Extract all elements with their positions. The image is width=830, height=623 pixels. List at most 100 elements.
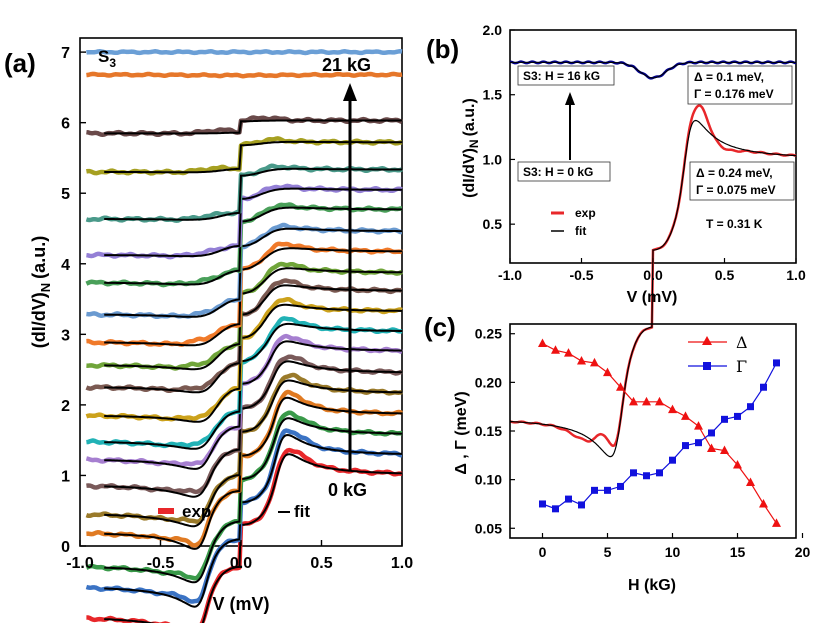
panel-c-gamma-point	[539, 500, 546, 508]
panel-c-delta-point	[694, 421, 703, 430]
panel-b-x-tick-label: 0.0	[643, 267, 663, 283]
panel-b-x-tick-label: 1.0	[786, 267, 806, 283]
panel-c-gamma-point	[721, 415, 728, 423]
panel-c-delta-point	[772, 518, 781, 527]
panel-b-top-gamma: Γ = 0.176 meV	[694, 87, 774, 101]
panel-a-exp-curve	[85, 49, 403, 56]
panel-c-gamma-point	[630, 469, 637, 477]
panel-b-y-tick-label: 2.0	[483, 22, 503, 38]
panel-c: (c) 0 5 10 15 20 0.05 0.10 0.15 0.20 0.25 Δ Γ H …	[424, 312, 810, 594]
panel-a-field-arrow-head	[343, 83, 357, 101]
panel-a-bottom-field-label: 0 kG	[328, 480, 367, 500]
panel-a-fit-curve	[104, 227, 402, 318]
panel-c-legend-gamma: Γ	[736, 357, 747, 376]
panel-a-legend-exp-swatch	[158, 508, 174, 514]
panel-c-gamma-point	[773, 359, 780, 367]
panel-c-delta-point	[642, 396, 651, 406]
panel-c-gamma-point	[565, 495, 572, 503]
panel-a-fit-curve	[104, 206, 402, 286]
panel-a-y-label: (dI/dV)N(a.u.)	[29, 236, 53, 348]
panel-b-bottom-delta: Δ = 0.24 meV,	[696, 166, 773, 180]
panel-c-gamma-point	[604, 486, 611, 494]
panel-c-x-tick-label: 10	[665, 544, 681, 560]
panel-a-fit-curve	[104, 379, 402, 528]
panel-c-delta-point	[733, 460, 742, 469]
panel-c-gamma-point	[552, 505, 559, 513]
panel-c-legend-gamma-marker	[703, 362, 711, 370]
panel-c-y-tick-label: 0.10	[475, 472, 502, 488]
panel-a-sample-label: S3	[98, 47, 116, 70]
panel-c-y-tick-label: 0.20	[475, 374, 502, 390]
panel-a-x-label: V (mV)	[212, 594, 269, 614]
panel-c-gamma-point	[682, 442, 689, 450]
panel-a-legend-fit: fit	[294, 502, 310, 521]
panel-a-x-tick-label: 1.0	[391, 555, 413, 572]
panel-b: (b) -1.0 -0.5 0.0 0.5 1.0 0.5 1.0 1.5 2.0 S3: H…	[426, 22, 806, 458]
panel-c-gamma-point	[695, 439, 702, 447]
panel-a-fit-curve	[104, 303, 402, 423]
panel-c-gamma-point	[617, 482, 624, 490]
panel-b-bottom-curve-label: S3: H = 0 kG	[523, 165, 593, 179]
panel-c-delta-point	[681, 411, 690, 420]
panel-a-fit-curve	[104, 284, 402, 394]
panel-a-y-tick-label: 6	[61, 116, 70, 133]
panel-b-y-label: (dI/dV)N(a.u.)	[461, 98, 481, 198]
panel-a-y-ticks: 0 1 2 3 4 5 6 7	[61, 45, 86, 556]
panel-c-x-label: H (kG)	[628, 577, 676, 594]
panel-a-fit-curve	[104, 433, 402, 608]
panel-c-gamma-point	[708, 429, 715, 437]
panel-b-top-curve-label-box	[517, 65, 615, 86]
panel-c-gamma-point	[734, 412, 741, 420]
panel-a-fit-curve	[104, 453, 403, 623]
panel-a-y-tick-label: 1	[61, 468, 70, 485]
panel-c-delta-point	[538, 338, 547, 347]
panel-a-fit-curve	[104, 140, 402, 174]
panel-a-y-tick-label: 4	[61, 257, 70, 274]
panel-c-gamma-point	[578, 501, 585, 509]
panel-c-y-ticks: 0.05 0.10 0.15 0.20 0.25	[475, 326, 515, 536]
panel-a-x-tick-label: -0.5	[147, 555, 175, 572]
panel-a-exp-curve	[85, 163, 403, 223]
panel-c-y-tick-label: 0.05	[475, 520, 502, 536]
panel-b-x-tick-label: 0.5	[715, 267, 735, 283]
panel-a-fit-curve	[104, 247, 402, 347]
panel-a-y-tick-label: 0	[61, 539, 70, 556]
panel-a-x-tick-label: -1.0	[66, 555, 94, 572]
panel-c-gamma-point	[591, 486, 598, 494]
panel-c-y-label: Δ , Γ (meV)	[453, 391, 470, 474]
panel-a-fit-curve	[104, 360, 402, 498]
panel-b-legend-exp: exp	[575, 206, 596, 220]
panel-b-top-fit-curve	[510, 61, 796, 79]
panel-c-gamma-point	[656, 469, 663, 477]
panel-c-y-tick-label: 0.15	[475, 423, 502, 439]
panel-a-fit-curve	[104, 187, 402, 258]
panel-c-delta-point	[629, 396, 638, 406]
panel-a-exp-curve	[85, 71, 403, 79]
panel-b-curves	[509, 60, 797, 458]
panel-b-bottom-curve-label-box	[517, 161, 611, 182]
panel-c-delta-point	[616, 382, 625, 391]
panel-a-y-tick-label: 7	[61, 45, 70, 62]
panel-c-series	[538, 338, 781, 527]
panel-c-delta-point	[564, 348, 573, 357]
panel-b-field-arrow-head	[565, 92, 575, 105]
panel-a-x-ticks: -1.0 -0.5 0.0 0.5 1.0	[66, 540, 413, 572]
panel-a-curves	[85, 49, 403, 623]
panel-a-fit-curve	[104, 340, 402, 470]
panel-b-top-delta: Δ = 0.1 meV,	[694, 70, 764, 84]
panel-c-x-tick-label: 0	[539, 544, 547, 560]
panel-b-x-tick-label: -1.0	[498, 267, 522, 283]
panel-b-x-ticks: -1.0 -0.5 0.0 0.5 1.0	[498, 258, 806, 283]
panel-c-delta-point	[603, 367, 612, 377]
panel-a-legend-exp: exp	[182, 502, 211, 521]
panel-c-delta-point	[551, 345, 560, 354]
panel-a-label: (a)	[4, 48, 36, 78]
panel-c-legend-delta: Δ	[736, 333, 748, 352]
panel-c-delta-point	[746, 477, 755, 487]
panel-c-gamma-point	[669, 456, 676, 464]
panel-c-label: (c)	[424, 312, 456, 342]
panel-b-legend-fit: fit	[575, 224, 586, 238]
panel-c-delta-point	[759, 498, 768, 508]
